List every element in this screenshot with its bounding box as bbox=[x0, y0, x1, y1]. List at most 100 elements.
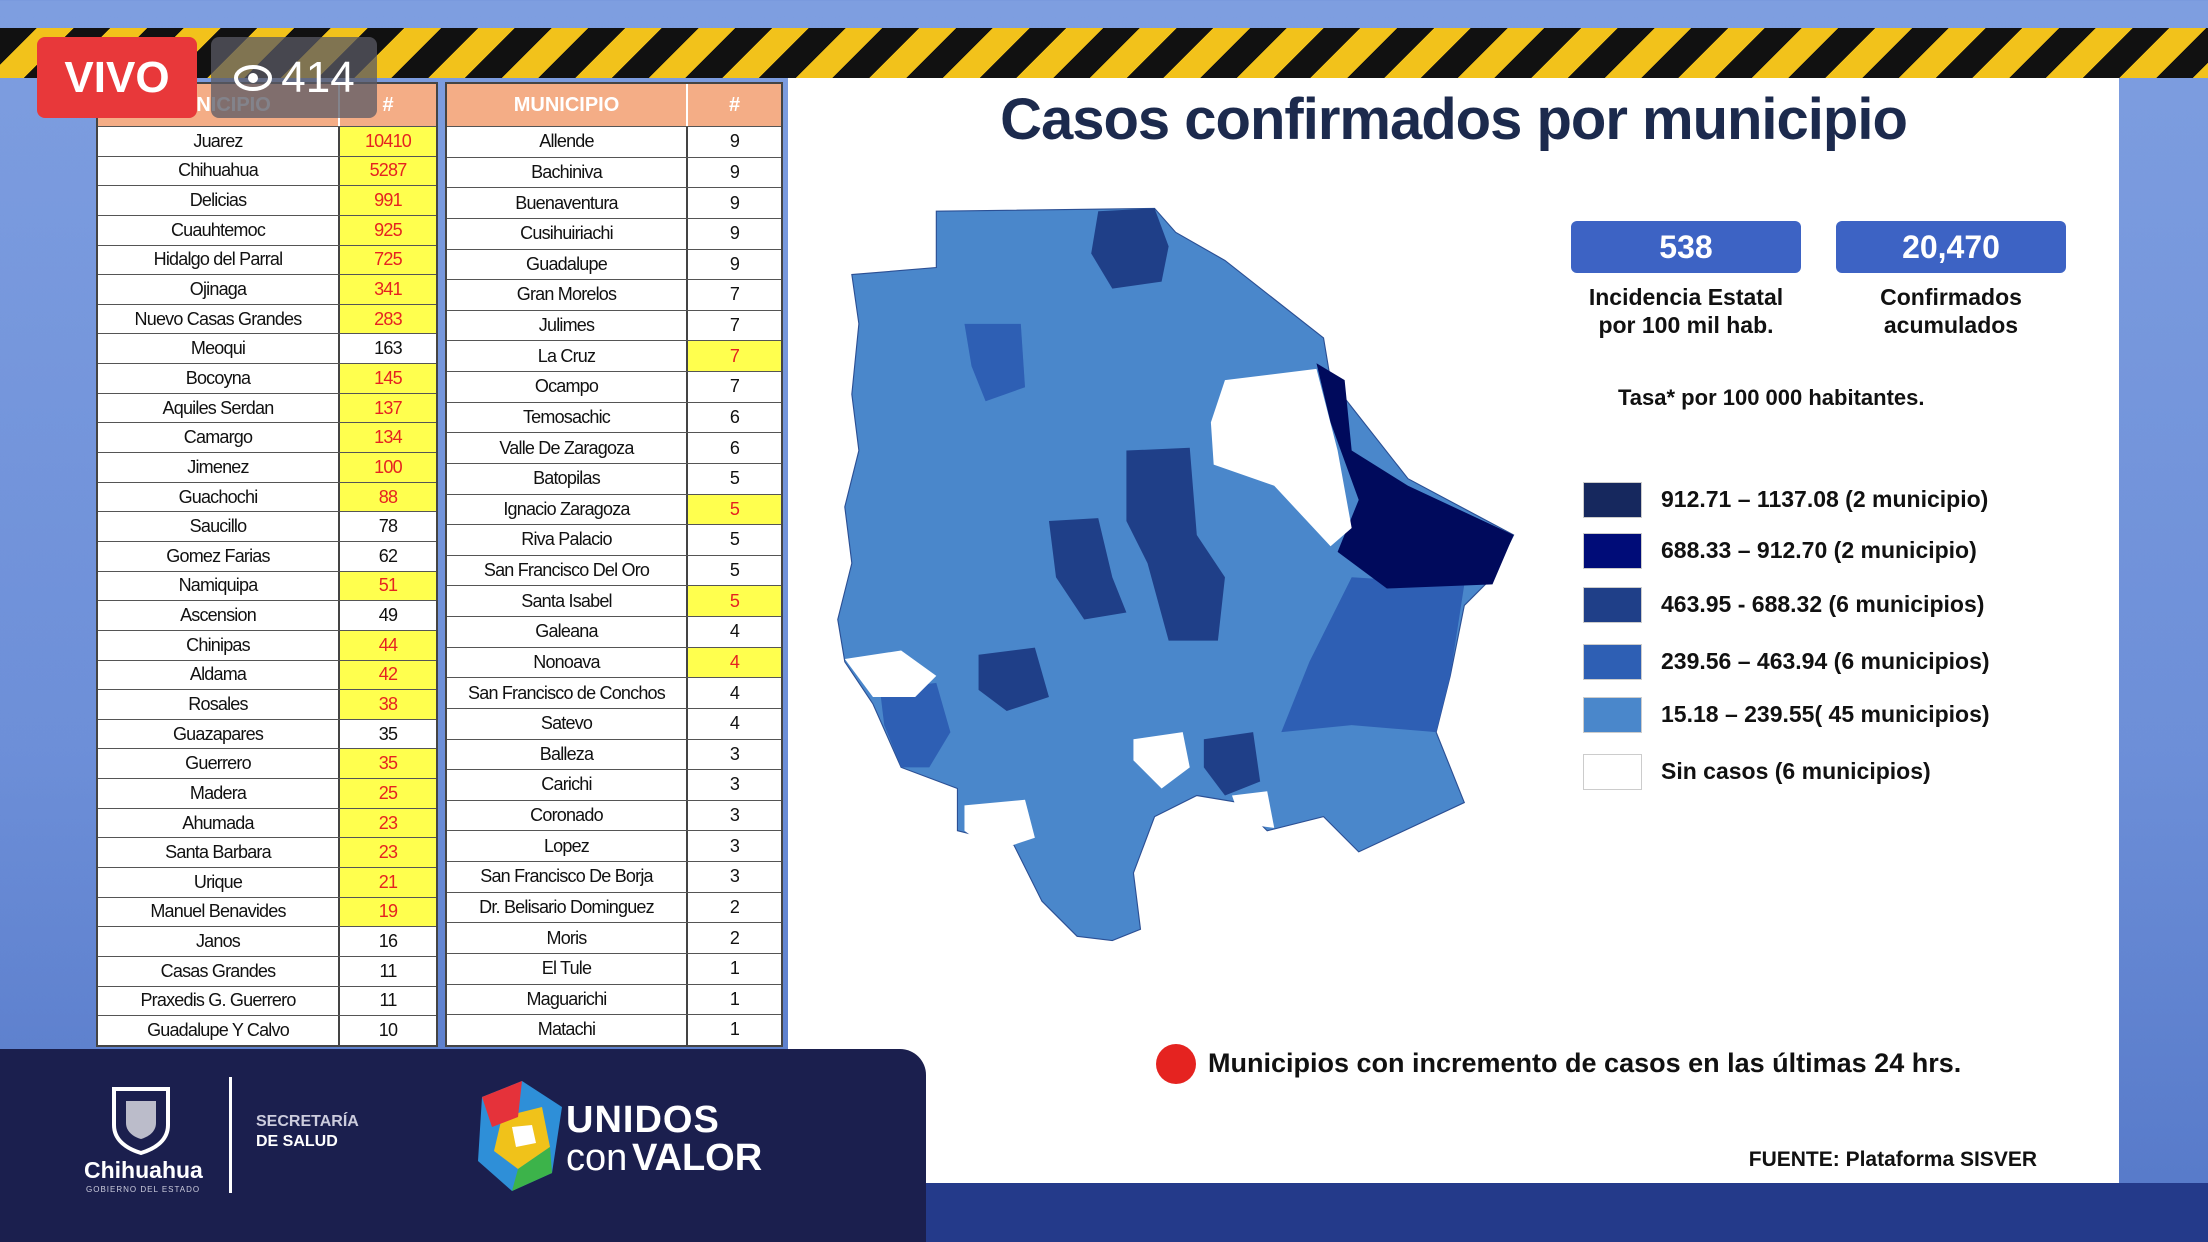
count-cell: 2 bbox=[729, 896, 740, 917]
municipio-cell: Julimes bbox=[447, 310, 688, 341]
no-cases bbox=[1232, 791, 1275, 828]
count-cell: 5 bbox=[688, 586, 781, 616]
municipio-cell: Guachochi bbox=[98, 482, 340, 512]
table-row: Carichi 3 bbox=[447, 769, 781, 800]
table-row: Batopilas 5 bbox=[447, 462, 781, 494]
count-cell: 88 bbox=[340, 482, 436, 512]
legend-label: 239.56 – 463.94 (6 municipios) bbox=[1661, 648, 1990, 674]
table-row: Buenaventura 9 bbox=[447, 187, 781, 218]
count-cell: 3 bbox=[729, 743, 740, 764]
municipio-cell: El Tule bbox=[447, 953, 688, 984]
eye-icon bbox=[234, 64, 273, 91]
slogan-logo bbox=[478, 1081, 562, 1191]
table-row: Matachi 1 bbox=[447, 1014, 781, 1045]
count-cell: 1 bbox=[729, 958, 740, 979]
bottom-band bbox=[926, 1183, 2208, 1242]
municipio-cell: Gran Morelos bbox=[447, 280, 688, 310]
count-cell: 44 bbox=[340, 630, 436, 660]
state-sub: GOBIERNO DEL ESTADO bbox=[86, 1185, 201, 1194]
legend-label: 463.95 - 688.32 (6 municipios) bbox=[1661, 591, 1985, 617]
count-cell: 9 bbox=[729, 131, 740, 152]
table-row: Maguarichi 1 bbox=[447, 983, 781, 1015]
municipio-cell: Guadalupe Y Calvo bbox=[98, 1016, 340, 1045]
table-row: El Tule 1 bbox=[447, 952, 781, 984]
count-cell: 10410 bbox=[340, 127, 436, 156]
count-cell: 9 bbox=[729, 223, 740, 244]
count-cell: 7 bbox=[729, 315, 740, 336]
count-cell: 1 bbox=[729, 988, 740, 1009]
municipio-cell: Bachiniva bbox=[447, 157, 688, 188]
table-row: Guadalupe Y Calvo 10 bbox=[98, 1015, 436, 1045]
table-row: Julimes 7 bbox=[447, 309, 781, 341]
live-badge: VIVO bbox=[37, 37, 197, 118]
count-cell: 38 bbox=[340, 690, 436, 719]
count-cell: 100 bbox=[340, 453, 436, 482]
municipio-cell: Cusihuiriachi bbox=[447, 218, 688, 249]
legend-label: 15.18 – 239.55( 45 municipios) bbox=[1661, 701, 1990, 727]
legend-swatch bbox=[1583, 644, 1642, 680]
slogan: con bbox=[566, 1137, 628, 1179]
municipio-cell: Moris bbox=[447, 923, 688, 953]
count-cell: 23 bbox=[340, 838, 436, 868]
count-cell: 3 bbox=[729, 805, 740, 826]
municipio-cell: Camargo bbox=[98, 423, 340, 453]
no-cases bbox=[844, 650, 937, 697]
count-cell: 6 bbox=[729, 406, 740, 427]
table: MUNICIPIO # Allende 9 Bachiniva 9 Buenaventura… bbox=[445, 82, 783, 1047]
viewer-count: 414 bbox=[281, 52, 355, 102]
municipio-cell: Hidalgo del Parral bbox=[98, 245, 340, 275]
municipio-cell: Ascension bbox=[98, 601, 340, 630]
municipio-cell: Coronado bbox=[447, 800, 688, 831]
table-row: Ocampo 7 bbox=[447, 371, 781, 402]
region-darkest bbox=[1316, 363, 1514, 589]
count-cell: 3 bbox=[729, 774, 740, 795]
municipio-cell: Balleza bbox=[447, 739, 688, 770]
count-cell: 283 bbox=[340, 304, 436, 334]
table-row: Meoqui 163 bbox=[98, 333, 436, 364]
municipio-cell: Allende bbox=[447, 127, 688, 157]
municipio-cell: San Francisco Del Oro bbox=[447, 555, 688, 586]
municipio-cell: Urique bbox=[98, 868, 340, 897]
table-row: Bachiniva 9 bbox=[447, 156, 781, 188]
legend-swatch bbox=[1583, 587, 1642, 623]
table-row: Camargo 134 bbox=[98, 422, 436, 453]
table-row: Guachochi 88 bbox=[98, 481, 436, 512]
region-dark bbox=[1126, 447, 1225, 641]
municipio-cell: Madera bbox=[98, 779, 340, 808]
municipio-cell: Galeana bbox=[447, 617, 688, 647]
count-cell: 62 bbox=[378, 545, 398, 566]
count-cell: 9 bbox=[729, 253, 740, 274]
count-cell: 51 bbox=[340, 571, 436, 601]
count-cell: 10 bbox=[378, 1020, 398, 1041]
municipio-cell: Satevo bbox=[447, 708, 688, 739]
municipio-cell: Gomez Farias bbox=[98, 541, 340, 571]
count-cell: 23 bbox=[340, 808, 436, 838]
municipio-cell: Aquiles Serdan bbox=[98, 393, 340, 423]
count-cell: 4 bbox=[729, 713, 740, 734]
count-cell: 5 bbox=[729, 560, 740, 581]
table-row: Juarez 10410 bbox=[98, 126, 436, 156]
count-cell: 11 bbox=[379, 960, 397, 981]
viewer-badge: 414 bbox=[211, 37, 377, 118]
region-dark bbox=[1203, 732, 1261, 796]
table-row: Ascension 49 bbox=[98, 600, 436, 630]
count-cell: 1 bbox=[729, 1019, 740, 1040]
table-row: Dr. Belisario Dominguez 2 bbox=[447, 891, 781, 923]
table-row: La Cruz 7 bbox=[447, 340, 781, 371]
table-row: Guadalupe 9 bbox=[447, 248, 781, 280]
table-row: Nuevo Casas Grandes 283 bbox=[98, 303, 436, 334]
municipio-cell: Chihuahua bbox=[98, 156, 340, 186]
count-cell: 78 bbox=[378, 516, 398, 537]
table-row: Aquiles Serdan 137 bbox=[98, 392, 436, 423]
table-row: Casas Grandes 11 bbox=[98, 955, 436, 986]
table-header: MUNICIPIO # bbox=[447, 84, 781, 126]
table-row: Praxedis G. Guerrero 11 bbox=[98, 985, 436, 1016]
count-cell: 42 bbox=[340, 660, 436, 690]
count-cell: 9 bbox=[729, 192, 740, 213]
table-row: Madera 25 bbox=[98, 778, 436, 808]
municipio-cell: Guazapares bbox=[98, 719, 340, 749]
municipio-cell: Ojinaga bbox=[98, 275, 340, 304]
municipio-cell: Saucillo bbox=[98, 512, 340, 541]
count-cell: 134 bbox=[340, 423, 436, 453]
count-cell: 2 bbox=[729, 927, 740, 948]
